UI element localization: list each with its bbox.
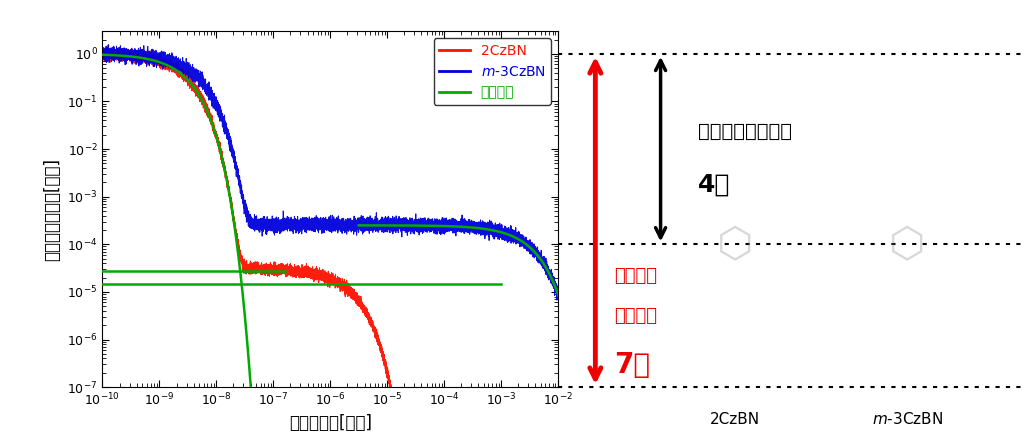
Y-axis label: 発光の強度比　[対数]: 発光の強度比 [対数] [44,158,61,261]
Legend: 2CzBN, $m$-3CzBN, 回帰曲線: 2CzBN, $m$-3CzBN, 回帰曲線 [433,38,551,105]
Text: 4桔: 4桔 [698,173,730,197]
Text: 従来法の計測範围: 従来法の計測範围 [698,122,792,141]
Text: 2CzBN: 2CzBN [710,412,760,427]
X-axis label: 時間（秒）[対数]: 時間（秒）[対数] [289,414,372,432]
Text: ⬡: ⬡ [717,224,754,266]
Text: 本手法の: 本手法の [614,267,657,285]
Text: ⬡: ⬡ [889,224,926,266]
Text: 7桔: 7桔 [614,351,650,379]
Text: 計測範围: 計測範围 [614,307,657,325]
Text: $m$-3CzBN: $m$-3CzBN [872,411,943,427]
